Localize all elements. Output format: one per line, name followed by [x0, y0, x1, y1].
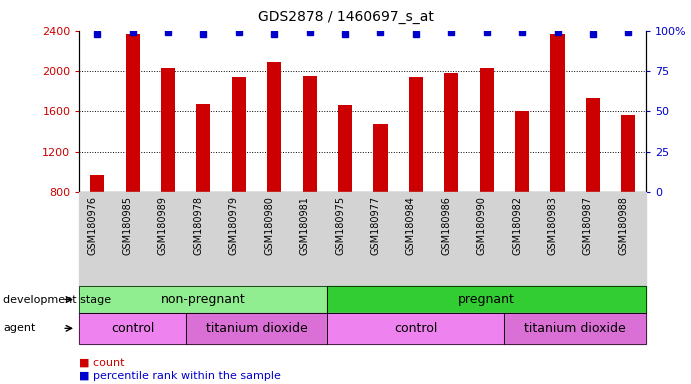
Bar [126, 34, 140, 192]
Bar [196, 104, 211, 192]
Text: development stage: development stage [3, 295, 111, 305]
Bar [303, 76, 316, 192]
Bar [409, 77, 423, 192]
Text: GSM180975: GSM180975 [335, 196, 345, 255]
Text: titanium dioxide: titanium dioxide [524, 322, 626, 335]
Text: GSM180986: GSM180986 [442, 196, 451, 255]
Text: GSM180984: GSM180984 [406, 196, 416, 255]
Bar [373, 124, 388, 192]
Text: ■ count: ■ count [79, 358, 125, 368]
Text: GSM180989: GSM180989 [158, 196, 168, 255]
Bar [338, 105, 352, 192]
Text: GSM180983: GSM180983 [547, 196, 558, 255]
Bar [480, 68, 494, 192]
Text: non-pregnant: non-pregnant [161, 293, 246, 306]
Text: GSM180977: GSM180977 [370, 196, 381, 255]
Bar [267, 62, 281, 192]
Bar [515, 111, 529, 192]
Text: pregnant: pregnant [458, 293, 515, 306]
Text: GSM180987: GSM180987 [583, 196, 593, 255]
Bar [444, 73, 458, 192]
Bar [551, 34, 565, 192]
Text: GSM180978: GSM180978 [193, 196, 203, 255]
Text: GSM180980: GSM180980 [264, 196, 274, 255]
Bar [161, 68, 175, 192]
Text: GSM180990: GSM180990 [477, 196, 486, 255]
Text: control: control [394, 322, 437, 335]
Text: control: control [111, 322, 154, 335]
Text: GSM180982: GSM180982 [512, 196, 522, 255]
Text: titanium dioxide: titanium dioxide [206, 322, 307, 335]
Text: agent: agent [3, 323, 36, 333]
Text: GSM180988: GSM180988 [618, 196, 628, 255]
Bar [90, 175, 104, 192]
Text: ■ percentile rank within the sample: ■ percentile rank within the sample [79, 371, 281, 381]
Text: GSM180979: GSM180979 [229, 196, 239, 255]
Bar [231, 77, 246, 192]
Text: GSM180985: GSM180985 [122, 196, 133, 255]
Bar [586, 98, 600, 192]
Bar [621, 115, 636, 192]
Text: GSM180981: GSM180981 [300, 196, 310, 255]
Text: GDS2878 / 1460697_s_at: GDS2878 / 1460697_s_at [258, 10, 433, 23]
Text: GSM180976: GSM180976 [87, 196, 97, 255]
